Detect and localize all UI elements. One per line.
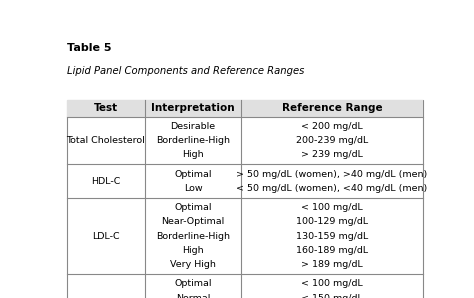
Text: Reference Range: Reference Range bbox=[282, 103, 383, 113]
Text: High: High bbox=[182, 246, 204, 255]
Text: > 189 mg/dL: > 189 mg/dL bbox=[301, 260, 363, 269]
Text: Near-Optimal: Near-Optimal bbox=[162, 217, 225, 226]
Text: Borderline-High: Borderline-High bbox=[156, 232, 230, 240]
Text: 160-189 mg/dL: 160-189 mg/dL bbox=[296, 246, 368, 255]
Text: Optimal: Optimal bbox=[174, 170, 212, 179]
Text: < 200 mg/dL: < 200 mg/dL bbox=[301, 122, 363, 131]
Text: < 100 mg/dL: < 100 mg/dL bbox=[301, 203, 363, 212]
Text: Total Cholesterol: Total Cholesterol bbox=[66, 136, 145, 145]
Text: LDL-C: LDL-C bbox=[92, 232, 119, 240]
Text: Lipid Panel Components and Reference Ranges: Lipid Panel Components and Reference Ran… bbox=[66, 66, 304, 76]
Text: > 239 mg/dL: > 239 mg/dL bbox=[301, 150, 363, 159]
Text: 130-159 mg/dL: 130-159 mg/dL bbox=[296, 232, 368, 240]
Text: Interpretation: Interpretation bbox=[151, 103, 235, 113]
Text: Normal: Normal bbox=[176, 294, 210, 298]
Text: Optimal: Optimal bbox=[174, 203, 212, 212]
Text: High: High bbox=[182, 150, 204, 159]
Text: Very High: Very High bbox=[170, 260, 216, 269]
Text: < 50 mg/dL (women), <40 mg/dL (men): < 50 mg/dL (women), <40 mg/dL (men) bbox=[237, 184, 428, 193]
Text: Low: Low bbox=[184, 184, 202, 193]
Text: Optimal: Optimal bbox=[174, 279, 212, 288]
FancyBboxPatch shape bbox=[66, 100, 423, 298]
Text: 200-239 mg/dL: 200-239 mg/dL bbox=[296, 136, 368, 145]
Text: 100-129 mg/dL: 100-129 mg/dL bbox=[296, 217, 368, 226]
Text: > 50 mg/dL (women), >40 mg/dL (men): > 50 mg/dL (women), >40 mg/dL (men) bbox=[237, 170, 428, 179]
Text: Table 5: Table 5 bbox=[66, 43, 111, 53]
Text: Test: Test bbox=[94, 103, 118, 113]
Text: < 100 mg/dL: < 100 mg/dL bbox=[301, 279, 363, 288]
Text: Borderline-High: Borderline-High bbox=[156, 136, 230, 145]
FancyBboxPatch shape bbox=[66, 100, 423, 117]
Text: < 150 mg/dL: < 150 mg/dL bbox=[301, 294, 363, 298]
Text: HDL-C: HDL-C bbox=[91, 177, 120, 186]
Text: Desirable: Desirable bbox=[171, 122, 216, 131]
